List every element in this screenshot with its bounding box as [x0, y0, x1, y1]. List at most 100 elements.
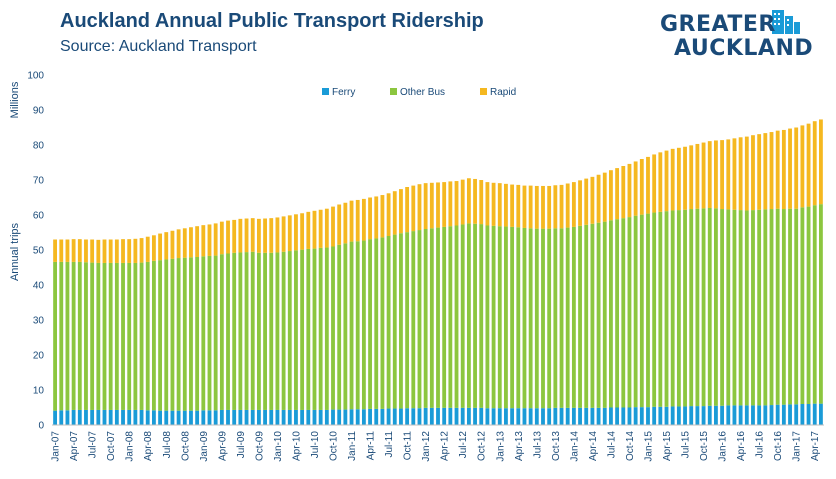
bar-segment-other_bus: [646, 213, 650, 408]
bar-segment-rapid: [343, 202, 348, 244]
bar-segment-other_bus: [331, 246, 335, 410]
x-tick-label: Jan-15: [643, 431, 654, 462]
bar-segment-ferry: [306, 409, 311, 425]
bar-segment-other_bus: [658, 211, 663, 407]
logo-line2: AUCKLAND: [674, 36, 814, 61]
bar-segment-rapid: [522, 185, 527, 228]
chart-subtitle: Source: Auckland Transport: [60, 38, 257, 55]
bar-segment-rapid: [201, 225, 206, 257]
bar-segment-ferry: [182, 410, 187, 425]
bar-segment-rapid: [578, 180, 582, 226]
bar-segment-other_bus: [621, 218, 626, 408]
x-tick-label: Oct-08: [180, 431, 191, 461]
x-tick-label: Jul-13: [532, 431, 543, 459]
bar-segment-rapid: [454, 181, 459, 226]
bar-segment-other_bus: [781, 209, 786, 405]
bar-segment-ferry: [701, 406, 706, 425]
bar-segment-other_bus: [491, 225, 496, 409]
x-tick-label: Oct-13: [551, 431, 562, 461]
x-tick-label: Apr-08: [143, 431, 154, 461]
x-tick-label: Apr-13: [514, 431, 525, 461]
bar-segment-rapid: [108, 239, 113, 263]
bar-segment-ferry: [559, 407, 564, 425]
bar-segment-ferry: [460, 407, 465, 425]
bar-segment-ferry: [819, 403, 823, 425]
bar-segment-rapid: [763, 133, 768, 210]
x-tick-label: Apr-16: [736, 431, 747, 461]
bar-segment-rapid: [306, 211, 311, 249]
bar-segment-other_bus: [738, 210, 743, 406]
x-tick-label: Jul-09: [236, 431, 247, 459]
bar-segment-rapid: [59, 239, 64, 262]
bar-segment-other_bus: [423, 229, 428, 408]
bar-segment-other_bus: [65, 261, 70, 411]
bar-segment-other_bus: [609, 220, 613, 408]
bar-segment-ferry: [250, 409, 255, 425]
bar-segment-other_bus: [800, 207, 805, 404]
bar-segment-rapid: [121, 239, 125, 263]
bar-segment-rapid: [615, 168, 620, 220]
bar-segment-ferry: [695, 406, 700, 425]
bar-segment-rapid: [590, 176, 595, 224]
bar-segment-ferry: [399, 408, 403, 425]
bar-segment-ferry: [466, 407, 471, 425]
bar-segment-ferry: [324, 409, 329, 425]
x-tick-label: Oct-11: [403, 431, 414, 461]
bar-segment-rapid: [195, 226, 200, 257]
bar-segment-rapid: [541, 185, 545, 229]
bar-segment-other_bus: [683, 209, 687, 407]
bar-segment-rapid: [250, 218, 255, 252]
bar-segment-rapid: [411, 185, 416, 232]
bar-segment-ferry: [151, 410, 156, 425]
bar-segment-rapid: [386, 193, 391, 236]
skyline-icon: [772, 10, 800, 34]
bar-segment-ferry: [90, 409, 95, 425]
bar-segment-other_bus: [541, 228, 545, 409]
bar-segment-rapid: [127, 239, 132, 263]
bar-segment-other_bus: [819, 204, 823, 404]
bar-segment-other_bus: [226, 253, 230, 410]
bar-segment-other_bus: [454, 225, 459, 408]
y-tick-label: 30: [33, 316, 45, 327]
bar-segment-ferry: [738, 405, 743, 425]
bar-segment-rapid: [534, 185, 539, 229]
legend-label-rapid: Rapid: [490, 87, 516, 98]
bar-segment-rapid: [510, 184, 515, 227]
bar-segment-other_bus: [361, 240, 366, 410]
bar-segment-rapid: [71, 239, 76, 262]
x-tick-label: Oct-15: [699, 431, 710, 461]
bar-segment-ferry: [448, 407, 453, 425]
bar-segment-ferry: [133, 409, 138, 425]
bar-segment-rapid: [374, 196, 379, 239]
bar-segment-rapid: [361, 198, 366, 241]
x-tick-label: Jul-11: [384, 431, 395, 458]
bar-segment-ferry: [479, 407, 484, 425]
bar-segment-ferry: [145, 410, 150, 425]
bar-segment-other_bus: [219, 254, 224, 410]
bar-segment-other_bus: [714, 208, 718, 406]
x-tick-label: Jan-07: [51, 431, 62, 462]
bar-segment-ferry: [392, 408, 397, 425]
bar-segment-other_bus: [701, 208, 706, 407]
bar-segment-other_bus: [522, 227, 527, 409]
bar-segment-rapid: [164, 232, 169, 260]
bar-segment-other_bus: [547, 228, 552, 409]
bar-segment-other_bus: [287, 251, 292, 410]
bar-segment-ferry: [442, 407, 447, 425]
x-tick-label: Jan-09: [199, 431, 210, 462]
legend-swatch-rapid: [480, 88, 487, 95]
bar-segment-ferry: [689, 406, 694, 425]
bar-segment-other_bus: [442, 226, 447, 408]
bar-segment-ferry: [195, 410, 200, 425]
bar-segment-ferry: [121, 409, 125, 425]
bar-segment-other_bus: [504, 226, 508, 409]
bar-segment-other_bus: [627, 217, 632, 408]
bar-segment-other_bus: [207, 255, 212, 411]
chart-title: Auckland Annual Public Transport Ridersh…: [60, 10, 484, 32]
bar-segment-rapid: [65, 239, 70, 262]
x-tick-label: Jan-11: [347, 431, 358, 461]
bar-segment-other_bus: [399, 233, 403, 409]
bar-segment-ferry: [664, 406, 669, 425]
bar-segment-other_bus: [466, 223, 471, 408]
bars: [53, 119, 823, 425]
